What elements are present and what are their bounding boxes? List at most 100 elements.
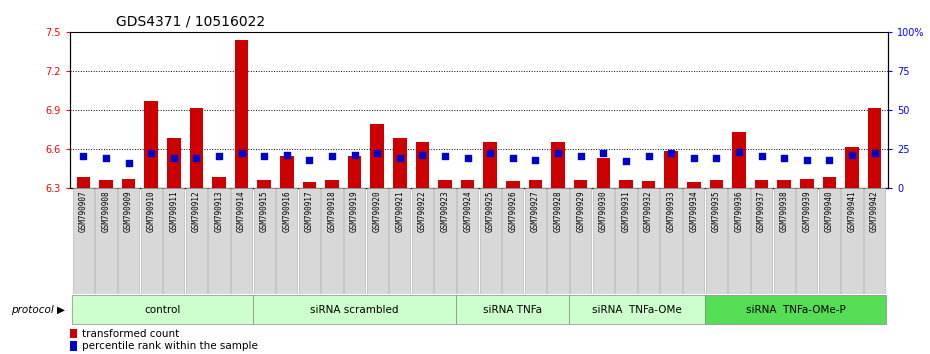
Bar	[100, 180, 113, 188]
Text: GDS4371 / 10516022: GDS4371 / 10516022	[116, 14, 265, 28]
Bar	[525, 188, 546, 294]
Bar	[393, 138, 406, 188]
Point	[777, 155, 791, 161]
Text: GSM790913: GSM790913	[215, 191, 223, 233]
Bar	[302, 182, 316, 188]
Text: GSM790925: GSM790925	[485, 191, 495, 233]
Text: GSM790938: GSM790938	[779, 191, 789, 233]
Text: GSM790932: GSM790932	[644, 191, 653, 233]
Bar	[484, 142, 497, 188]
Bar	[231, 188, 252, 294]
Point	[325, 154, 339, 159]
Text: GSM790916: GSM790916	[283, 191, 291, 233]
Bar	[212, 177, 226, 188]
Bar	[574, 180, 588, 188]
Bar	[389, 188, 410, 294]
Point	[551, 150, 565, 156]
Point	[347, 152, 362, 158]
Text: siRNA scrambled: siRNA scrambled	[311, 305, 399, 315]
Text: GSM790926: GSM790926	[509, 191, 517, 233]
Text: GSM790928: GSM790928	[553, 191, 563, 233]
Point	[709, 155, 724, 161]
Text: GSM790915: GSM790915	[259, 191, 269, 233]
Point	[257, 154, 272, 159]
Bar	[864, 188, 885, 294]
Bar	[258, 180, 271, 188]
Point	[867, 150, 882, 156]
Bar	[706, 188, 727, 294]
Bar	[777, 180, 790, 188]
Text: GSM790939: GSM790939	[803, 191, 811, 233]
Text: GSM790924: GSM790924	[463, 191, 472, 233]
Text: GSM790917: GSM790917	[305, 191, 314, 233]
Bar	[774, 188, 795, 294]
Text: GSM790929: GSM790929	[577, 191, 585, 233]
Bar	[434, 188, 456, 294]
Text: GSM790940: GSM790940	[825, 191, 834, 233]
Text: GSM790935: GSM790935	[711, 191, 721, 233]
Text: GSM790942: GSM790942	[870, 191, 879, 233]
Text: percentile rank within the sample: percentile rank within the sample	[82, 341, 258, 352]
Point	[211, 154, 226, 159]
Bar	[167, 138, 180, 188]
Bar	[528, 180, 542, 188]
Bar	[642, 181, 656, 188]
Text: GSM790910: GSM790910	[147, 191, 155, 233]
Bar	[687, 182, 700, 188]
Bar	[73, 188, 94, 294]
Bar	[569, 295, 705, 324]
Text: GSM790909: GSM790909	[124, 191, 133, 233]
Bar	[348, 156, 362, 188]
Bar	[705, 295, 886, 324]
Bar	[710, 180, 724, 188]
Point	[415, 152, 430, 158]
Point	[844, 152, 859, 158]
Point	[799, 157, 814, 162]
Bar	[71, 341, 77, 351]
Bar	[751, 188, 772, 294]
Bar	[163, 188, 184, 294]
Text: GSM790933: GSM790933	[667, 191, 675, 233]
Text: GSM790941: GSM790941	[847, 191, 857, 233]
Text: protocol ▶: protocol ▶	[11, 305, 65, 315]
Bar	[506, 181, 520, 188]
Bar	[845, 147, 858, 188]
Text: siRNA TNFa: siRNA TNFa	[484, 305, 542, 315]
Bar	[551, 142, 565, 188]
Point	[732, 149, 747, 155]
Point	[483, 150, 498, 156]
Text: GSM790919: GSM790919	[350, 191, 359, 233]
Point	[686, 155, 701, 161]
Text: GSM790911: GSM790911	[169, 191, 179, 233]
Bar	[253, 295, 457, 324]
Text: GSM790912: GSM790912	[192, 191, 201, 233]
Point	[664, 150, 679, 156]
Text: GSM790931: GSM790931	[621, 191, 631, 233]
Bar	[276, 188, 298, 294]
Bar	[322, 188, 342, 294]
Text: transformed count: transformed count	[82, 329, 179, 339]
Bar	[842, 188, 863, 294]
Bar	[457, 188, 478, 294]
Text: GSM790927: GSM790927	[531, 191, 540, 233]
Bar	[254, 188, 274, 294]
Bar	[144, 101, 158, 188]
Bar	[208, 188, 230, 294]
Point	[76, 154, 91, 159]
Text: GSM790930: GSM790930	[599, 191, 608, 233]
Bar	[823, 177, 836, 188]
Bar	[140, 188, 162, 294]
Point	[166, 155, 181, 161]
Bar	[186, 188, 207, 294]
Bar	[95, 188, 116, 294]
Bar	[72, 295, 253, 324]
Point	[596, 150, 611, 156]
Bar	[461, 180, 474, 188]
Bar	[728, 188, 750, 294]
Point	[121, 160, 136, 166]
Bar	[122, 178, 135, 188]
Text: siRNA  TNFa-OMe: siRNA TNFa-OMe	[592, 305, 682, 315]
Point	[234, 150, 249, 156]
Bar	[800, 178, 814, 188]
Text: GSM790922: GSM790922	[418, 191, 427, 233]
